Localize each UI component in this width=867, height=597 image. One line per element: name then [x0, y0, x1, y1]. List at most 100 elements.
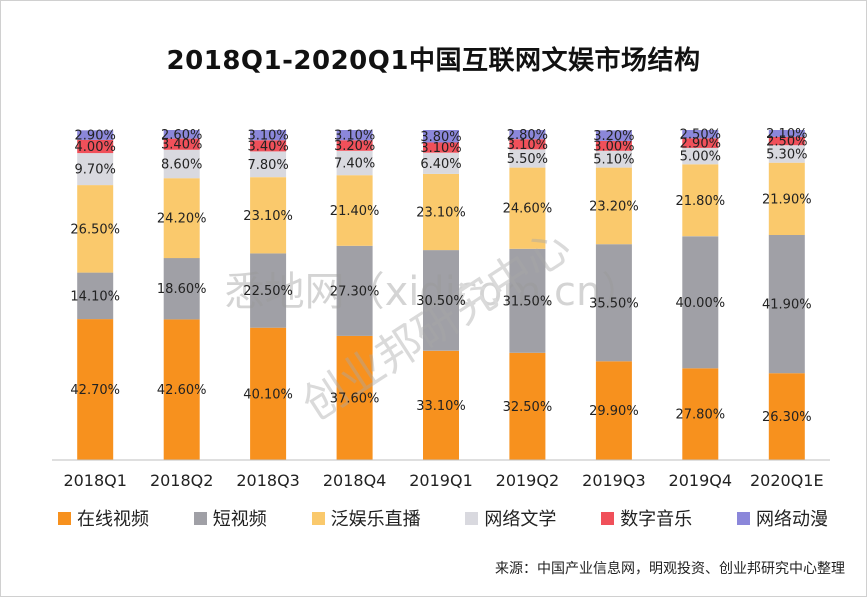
bar-segment [595, 167, 632, 245]
data-label: 23.20% [589, 199, 639, 214]
data-label: 3.10% [420, 141, 461, 156]
bar-segment [77, 185, 114, 273]
bar-segment [595, 150, 632, 168]
data-label: 32.50% [503, 400, 553, 415]
data-label: 40.10% [243, 387, 293, 402]
bar-segment [595, 130, 632, 141]
data-label: 2.10% [766, 127, 807, 142]
data-label: 33.10% [416, 399, 466, 414]
bar-segment [163, 258, 200, 320]
legend-label: 泛娱乐直播 [330, 509, 421, 530]
data-label: 3.80% [420, 130, 461, 145]
data-label: 7.80% [247, 158, 288, 173]
bar-segment [77, 130, 114, 140]
x-tick-label: 2019Q2 [496, 471, 560, 490]
bar-segment [682, 236, 719, 369]
bar-segment [595, 361, 632, 460]
legend-label: 数字音乐 [620, 509, 693, 530]
x-tick-label: 2019Q3 [582, 471, 646, 490]
data-label: 24.20% [157, 212, 207, 227]
data-label: 42.60% [157, 383, 207, 398]
bar-segment [509, 167, 546, 249]
data-label: 37.60% [330, 392, 380, 407]
legend-label: 网络动漫 [755, 509, 828, 530]
bar-segment [250, 151, 287, 178]
legend-label: 在线视频 [77, 509, 149, 530]
data-label: 6.40% [420, 157, 461, 172]
bar-segment [682, 164, 719, 237]
bar-segment [768, 373, 805, 460]
bar-segment [77, 139, 114, 154]
x-tick-label: 2018Q3 [236, 471, 300, 490]
data-label: 7.40% [334, 157, 375, 172]
data-label: 5.00% [680, 150, 721, 165]
bar-segment [682, 130, 719, 139]
data-label: 3.10% [507, 138, 548, 153]
bar-segment [423, 130, 459, 143]
data-label: 27.30% [330, 284, 380, 299]
data-label: 26.50% [70, 222, 120, 237]
bar-segment [336, 175, 373, 246]
x-tick-label: 2018Q4 [323, 471, 387, 490]
bars-group [77, 130, 805, 461]
data-label: 27.80% [676, 408, 726, 423]
bar-segment [163, 178, 200, 259]
legend-item: 泛娱乐直播 [311, 505, 421, 531]
bar-segment [682, 368, 719, 460]
bar-segment [423, 350, 459, 460]
data-label: 5.50% [507, 152, 548, 167]
bar-segment [509, 130, 546, 140]
data-label: 2.50% [680, 128, 721, 143]
data-label: 23.10% [243, 209, 293, 224]
x-tick-label: 2019Q4 [669, 471, 733, 490]
legend-swatch [311, 511, 325, 525]
x-tick-label: 2019Q1 [409, 471, 473, 490]
bar-segment [163, 138, 200, 150]
data-label: 4.00% [75, 140, 116, 155]
data-label: 2.80% [507, 128, 548, 143]
x-tick-label: 2018Q1 [63, 471, 127, 490]
bar-segment [250, 327, 287, 460]
bar-segment [595, 244, 632, 362]
bar-segment [336, 140, 373, 151]
legend-swatch [193, 511, 207, 525]
data-label: 30.50% [416, 294, 466, 309]
bar-segment [423, 250, 459, 351]
legend-label: 网络文学 [484, 509, 557, 530]
bar-segment [423, 142, 459, 153]
bar-segment [423, 173, 459, 251]
bar-segment [768, 145, 805, 163]
bar-segment [509, 139, 546, 150]
data-label: 41.90% [762, 298, 812, 313]
bar-segment [336, 335, 373, 460]
data-label: 2.50% [766, 135, 807, 150]
bar-segment [768, 162, 805, 235]
bar-segment [77, 272, 114, 320]
bar-segment [423, 152, 459, 174]
data-label: 23.10% [416, 206, 466, 221]
data-label: 21.90% [762, 192, 812, 207]
bar-segment [250, 253, 287, 328]
legend-item: 网络文学 [465, 505, 556, 531]
data-label: 21.80% [676, 194, 726, 209]
legend-label: 短视频 [212, 509, 267, 530]
chart-legend: 在线视频 短视频 泛娱乐直播 网络文学 数字音乐 网络动漫 [58, 505, 828, 531]
bar-segment [250, 177, 287, 254]
bar-segment [250, 130, 287, 141]
data-label: 29.90% [589, 404, 639, 419]
x-tick-label: 2018Q2 [150, 471, 214, 490]
bar-segment [768, 130, 805, 137]
data-label: 31.50% [503, 294, 553, 309]
bar-segment [336, 130, 373, 141]
bar-segment [77, 319, 114, 460]
bar-segment [509, 248, 546, 353]
legend-item: 在线视频 [58, 505, 149, 531]
legend-swatch [736, 511, 750, 525]
data-label: 3.10% [334, 129, 375, 144]
data-label: 21.40% [330, 204, 380, 219]
data-label: 18.60% [157, 282, 207, 297]
bar-segment [509, 149, 546, 168]
bar-segment [250, 140, 287, 152]
watermark-text: 悉地网（xidicom.cn） [225, 269, 642, 315]
